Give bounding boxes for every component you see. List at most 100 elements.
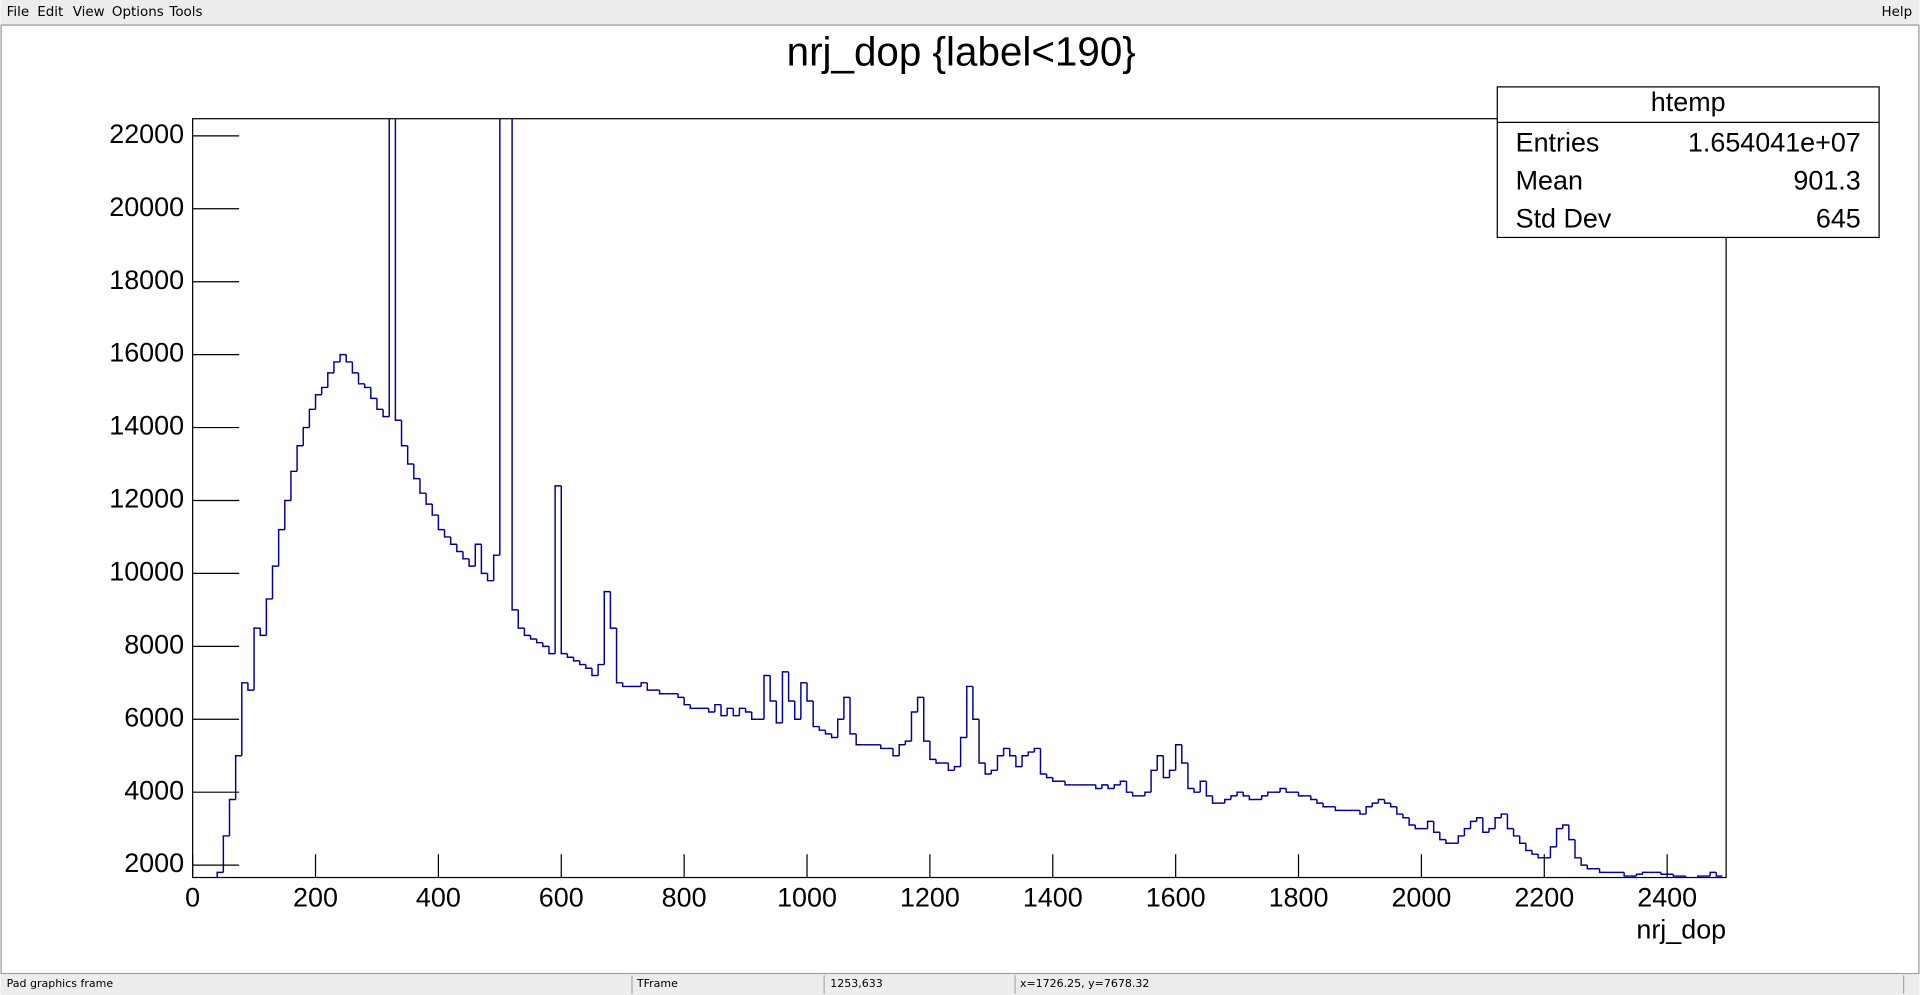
histogram-bin (222, 835, 230, 873)
histogram-bin (769, 675, 777, 702)
histogram-bin (1162, 755, 1170, 779)
histogram-bin (1002, 747, 1010, 756)
histogram-bin (806, 682, 814, 702)
histogram-bin (1113, 784, 1121, 789)
histogram-bin (1021, 754, 1029, 767)
histogram-bin (1568, 825, 1576, 841)
histogram-bin (388, 118, 390, 417)
histogram-bin (1131, 792, 1139, 797)
histogram-bin (314, 394, 322, 410)
x-tick-label: 2000 (1391, 883, 1451, 913)
histogram-bin (1322, 803, 1330, 808)
x-tick-label: 2200 (1514, 883, 1574, 913)
stats-value: 1.654041e+07 (1688, 128, 1861, 158)
histogram-bin (1150, 769, 1158, 793)
menu-item[interactable]: Tools (168, 5, 202, 20)
histogram-bin (1426, 820, 1434, 829)
histogram-bin (1334, 806, 1342, 812)
histogram-bin (1156, 754, 1164, 771)
histogram-bin (910, 711, 918, 742)
histogram-bin (1267, 791, 1274, 796)
x-tick-label: 2400 (1637, 883, 1697, 913)
x-axis-title: nrj_dop (1636, 914, 1726, 944)
histogram-bin (609, 591, 617, 629)
histogram-bin (277, 528, 285, 567)
histogram-bin (1469, 820, 1477, 829)
histogram-bin (966, 685, 973, 738)
x-tick-label: 1600 (1146, 883, 1206, 913)
menu-item[interactable]: Edit (37, 5, 63, 20)
menu-item[interactable]: Options (112, 5, 164, 20)
histogram-bin (1537, 854, 1545, 859)
histogram-bin (247, 682, 255, 691)
histogram-bin (1414, 825, 1422, 830)
histogram-bin (333, 361, 341, 373)
histogram-bin (1586, 865, 1594, 870)
histogram-bin (1310, 795, 1317, 801)
histogram-bin (1574, 839, 1582, 859)
histogram-bin (1525, 843, 1532, 852)
histogram-bin (585, 664, 592, 669)
histogram-bin (953, 765, 961, 771)
menu-item[interactable]: File (7, 5, 30, 20)
x-tick-label: 1400 (1023, 883, 1083, 913)
histogram-bin (1445, 839, 1453, 844)
histogram-bin (523, 628, 531, 637)
x-tick-label: 200 (293, 883, 338, 913)
help-menu[interactable]: Help (1881, 5, 1912, 20)
histogram-bin (1549, 846, 1557, 858)
histogram-bin (1439, 832, 1446, 841)
histogram-bin (216, 871, 224, 878)
histogram-bin (640, 682, 648, 687)
y-tick-label: 16000 (109, 338, 184, 368)
histogram-bin (1697, 875, 1705, 878)
histogram-bin (1199, 780, 1207, 793)
histogram-bin (1641, 871, 1649, 875)
histogram-bin (892, 748, 900, 757)
histogram-bin (1095, 784, 1102, 790)
histogram-bin (462, 551, 470, 560)
histogram-bin (406, 445, 414, 465)
status-bar (0, 974, 1920, 995)
stats-title: htemp (1651, 87, 1726, 117)
histogram-bin (1125, 781, 1133, 793)
histogram-bin (511, 118, 519, 611)
histogram-bin (271, 565, 279, 599)
histogram-bin (253, 627, 261, 691)
histogram-bin (1181, 744, 1188, 764)
histogram-bin (1580, 857, 1588, 866)
histogram-bin (1396, 806, 1403, 815)
histogram-bin (296, 445, 304, 472)
histogram-bin (800, 682, 808, 720)
histogram-bin (1623, 872, 1631, 877)
menu-item[interactable]: View (73, 5, 105, 20)
histogram-bin (357, 372, 365, 385)
histogram-bin (707, 708, 715, 713)
histogram-bin (1224, 798, 1231, 804)
histogram-bin (1506, 814, 1514, 830)
histogram-bin (972, 686, 980, 720)
histogram-bin (959, 736, 967, 767)
histogram-bin (394, 118, 402, 421)
histogram-bin (929, 741, 937, 761)
histogram-bin (1715, 872, 1723, 877)
y-tick-label: 14000 (109, 411, 184, 441)
histogram-bin (750, 711, 758, 720)
y-tick-label: 10000 (109, 557, 184, 587)
histogram-bin (265, 598, 273, 636)
histogram-bin (984, 763, 992, 775)
histogram-bin (1045, 773, 1053, 779)
histogram-bin (1260, 795, 1268, 800)
histogram-bin (818, 726, 826, 731)
histogram-bin (1555, 827, 1563, 847)
histogram-bin (1279, 787, 1287, 793)
histogram-bin (1236, 791, 1244, 796)
y-tick-label: 20000 (109, 192, 184, 222)
histogram-bin (548, 646, 556, 655)
x-tick-label: 400 (416, 883, 461, 913)
histogram-bin (1598, 868, 1606, 874)
histogram-bin (1482, 817, 1489, 834)
x-tick-label: 800 (662, 883, 707, 913)
histogram-bin (1531, 850, 1539, 855)
